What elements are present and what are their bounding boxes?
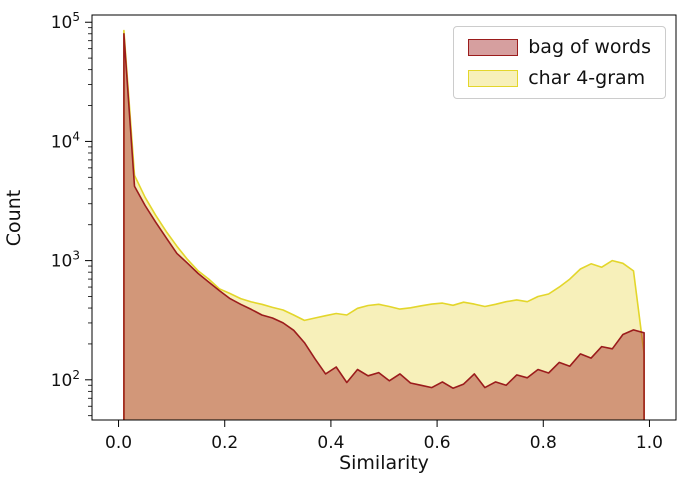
x-axis-label: Similarity — [339, 452, 429, 474]
axes-box — [91, 14, 677, 421]
y-axis-label: Count — [3, 189, 25, 247]
x-tick-label: 0.8 — [530, 433, 557, 453]
legend: bag of words char 4-gram — [453, 26, 666, 99]
x-tick-label: 0.6 — [424, 433, 451, 453]
area-char-4-gram — [123, 30, 645, 420]
area-bag-of-words — [123, 33, 645, 421]
legend-label-char-4-gram: char 4-gram — [528, 67, 646, 89]
x-tick-label: 0.2 — [211, 433, 238, 453]
legend-label-bag-of-words: bag of words — [528, 36, 651, 58]
legend-swatch-char-4-gram — [468, 69, 519, 87]
legend-entry-char-4-gram: char 4-gram — [468, 67, 651, 89]
y-tick-label: 104 — [51, 129, 80, 152]
y-tick-label: 105 — [51, 10, 80, 33]
y-tick-label: 102 — [51, 368, 80, 391]
x-tick-label: 1.0 — [636, 433, 663, 453]
y-tick-label: 103 — [51, 249, 80, 272]
line-bag-of-words — [123, 33, 645, 420]
x-tick-label: 0.4 — [317, 433, 344, 453]
legend-swatch-bag-of-words — [468, 38, 519, 56]
legend-entry-bag-of-words: bag of words — [468, 36, 651, 58]
line-char-4-gram — [123, 29, 645, 420]
x-tick-label: 0.0 — [105, 433, 132, 453]
